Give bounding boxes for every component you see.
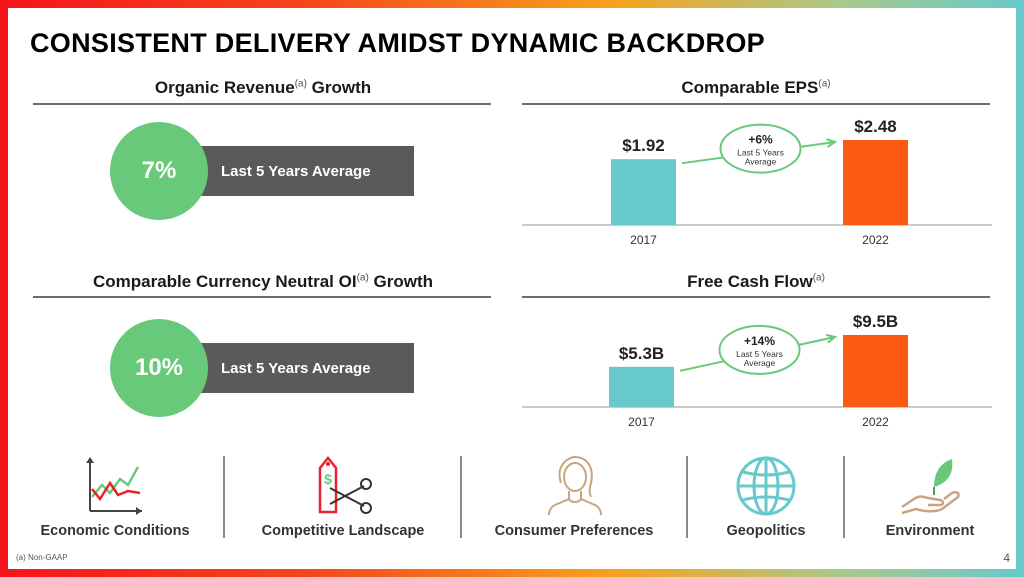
organic-label-text: Last 5 Years Average bbox=[221, 162, 371, 180]
separator bbox=[686, 456, 688, 538]
globe-icon bbox=[735, 455, 797, 522]
oi-value: 10% bbox=[134, 354, 184, 381]
value-label-2017: $5.3B bbox=[619, 344, 664, 363]
economic-chart-icon bbox=[84, 455, 144, 520]
svg-text:$: $ bbox=[324, 471, 332, 487]
separator bbox=[843, 456, 845, 538]
growth-badge-line2: Average bbox=[745, 157, 777, 167]
growth-badge-line1: Last 5 Years bbox=[737, 148, 784, 158]
bar-2022 bbox=[843, 335, 908, 407]
hand-plant-icon bbox=[900, 455, 962, 522]
factor-label-competitive: Competitive Landscape bbox=[261, 523, 425, 539]
organic-label-bar: Last 5 Years Average bbox=[175, 146, 414, 196]
growth-badge bbox=[719, 123, 802, 174]
factor-label-environment: Environment bbox=[885, 523, 975, 539]
value-label-2022: $9.5B bbox=[853, 312, 898, 331]
oi-label-bar: Last 5 Years Average bbox=[175, 343, 414, 393]
oi-title: Comparable Currency Neutral OI(a) Growth bbox=[92, 272, 434, 291]
value-label-2022: $2.48 bbox=[854, 117, 897, 136]
eps-rule bbox=[522, 103, 990, 105]
factor-label-consumer: Consumer Preferences bbox=[494, 523, 654, 539]
person-icon bbox=[545, 455, 605, 522]
growth-badge-percent: +6% bbox=[748, 133, 773, 147]
separator bbox=[460, 456, 462, 538]
oi-label-text: Last 5 Years Average bbox=[221, 359, 371, 377]
factor-label-geopolitics: Geopolitics bbox=[726, 523, 806, 539]
footnote: (a) Non-GAAP bbox=[16, 553, 68, 562]
organic-value-circle: 7% bbox=[110, 122, 208, 220]
category-label-2022: 2022 bbox=[862, 233, 889, 247]
separator bbox=[223, 456, 225, 538]
slide-body bbox=[8, 8, 1016, 569]
eps-title: Comparable EPS(a) bbox=[681, 78, 831, 97]
growth-arrow-head bbox=[826, 333, 838, 344]
growth-badge-percent: +14% bbox=[744, 334, 775, 348]
fcf-chart: $5.3B 2017 $9.5B 2022 +14%Last 5 YearsAverag… bbox=[522, 312, 992, 429]
price-tag-scissors-icon: $ bbox=[312, 454, 374, 521]
growth-badge-line1: Last 5 Years bbox=[736, 349, 783, 359]
slide-title: CONSISTENT DELIVERY AMIDST DYNAMIC BACKD… bbox=[30, 28, 765, 58]
growth-badge bbox=[718, 324, 801, 375]
bar-2022 bbox=[843, 140, 908, 225]
bar-2017 bbox=[609, 366, 674, 407]
fcf-title: Free Cash Flow(a) bbox=[687, 272, 825, 291]
organic-value: 7% bbox=[141, 157, 177, 184]
category-label-2017: 2017 bbox=[630, 233, 657, 247]
bar-2017 bbox=[611, 159, 676, 225]
organic-revenue-rule bbox=[33, 103, 491, 105]
organic-revenue-title: Organic Revenue(a) Growth bbox=[154, 78, 372, 97]
fcf-rule bbox=[522, 296, 990, 298]
category-label-2017: 2017 bbox=[628, 415, 655, 429]
oi-value-circle: 10% bbox=[110, 319, 208, 417]
factor-label-economic: Economic Conditions bbox=[40, 523, 190, 539]
category-label-2022: 2022 bbox=[862, 415, 889, 429]
page-number: 4 bbox=[1003, 551, 1010, 565]
value-label-2017: $1.92 bbox=[622, 136, 665, 155]
growth-badge-line2: Average bbox=[744, 358, 776, 368]
growth-arrow-head bbox=[826, 138, 838, 148]
oi-rule bbox=[33, 296, 491, 298]
